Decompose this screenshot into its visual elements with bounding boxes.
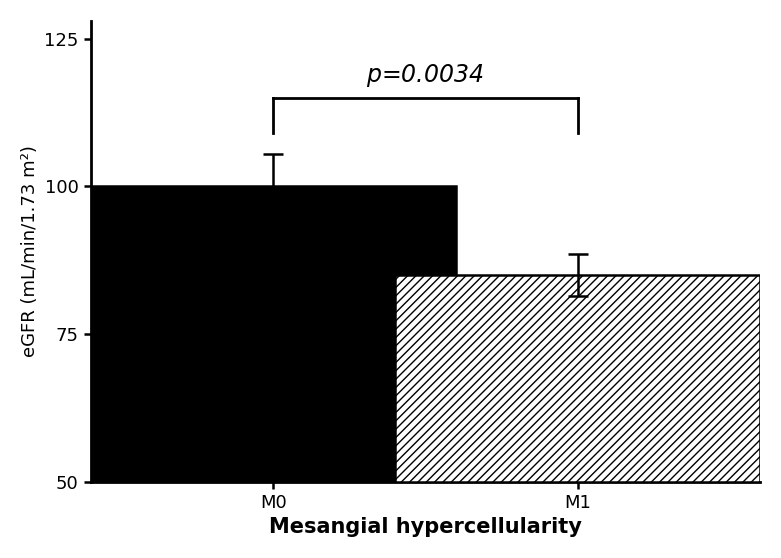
Text: $p$=0.0034: $p$=0.0034 xyxy=(366,62,484,89)
X-axis label: Mesangial hypercellularity: Mesangial hypercellularity xyxy=(269,517,582,537)
Y-axis label: eGFR (mL/min/1.73 m²): eGFR (mL/min/1.73 m²) xyxy=(21,146,39,357)
Bar xyxy=(395,275,760,482)
Bar xyxy=(91,186,456,482)
